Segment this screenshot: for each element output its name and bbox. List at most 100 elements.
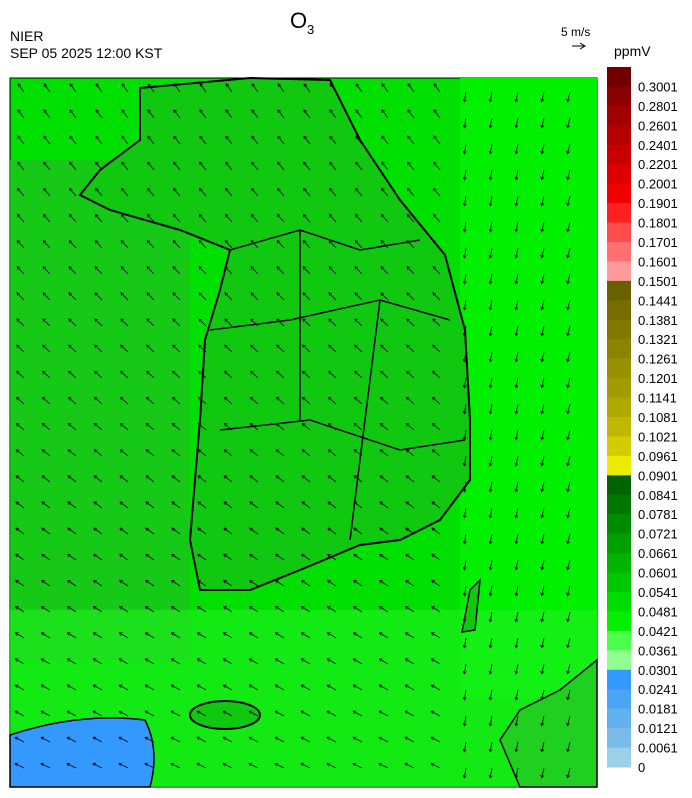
wind-arrow [170,763,181,769]
wind-arrow [379,580,389,587]
wind-arrow-head [514,410,519,415]
wind-arrow-head [462,644,467,649]
wind-arrow-head [14,710,19,715]
wind-arrow [121,83,129,93]
colorbar-block [607,747,631,768]
wind-arrow [541,299,545,310]
wind-arrow [42,318,51,327]
wind-arrow [300,737,311,743]
wind-arrow-head [301,423,306,427]
wind-arrow [275,475,285,483]
wind-arrow [225,83,233,93]
agency: NIER [10,28,43,44]
wind-arrow-head [68,292,72,296]
wind-arrow-head [68,213,73,218]
wind-arrow-head [67,553,71,558]
wind-arrow [567,637,571,648]
wind-arrow-head [353,580,357,584]
wind-arrow-head [303,83,308,87]
wind-arrow [301,501,311,509]
wind-arrow [223,449,233,457]
wind-arrow-head [66,658,71,662]
wind-arrow [406,397,415,405]
wind-arrow-head [251,109,255,114]
wind-arrow-head [381,161,385,166]
wind-arrow [489,221,493,232]
wind-arrow-head [430,762,435,767]
wind-arrow [352,763,363,769]
wind-arrow [41,658,51,665]
wind-arrow-head [274,684,279,688]
wind-arrow [380,240,389,249]
wind-arrow-head [406,266,411,270]
wind-arrow-head [197,449,202,453]
wind-arrow [67,710,77,717]
wind-arrow [353,632,363,639]
wind-arrow-head [42,344,46,349]
wind-arrow [329,161,337,171]
wind-arrow [404,737,415,743]
wind-arrow [67,449,77,457]
wind-arrow-head [196,736,201,741]
wind-arrow [541,663,545,674]
wind-arrow-head [250,370,254,375]
wind-arrow-head [300,736,305,741]
wind-arrow-head [67,580,71,584]
wind-arrow-head [118,762,123,767]
wind-arrow-head [170,658,175,662]
wind-arrow [431,658,441,665]
wind-arrow [302,344,311,353]
wind-arrow-head [275,527,279,532]
wind-arrow-head [462,202,467,207]
wind-arrow [489,351,493,362]
wind-arrow-head [173,83,178,87]
wind-arrow [223,684,233,691]
wind-arrow [224,266,233,275]
wind-arrow [276,266,285,275]
wind-arrow-head [224,370,228,375]
wind-arrow-head [488,384,493,389]
wind-arrow-head [173,161,177,166]
wind-arrow [567,455,571,466]
wind-arrow-head [300,710,305,715]
wind-arrow-head [196,762,201,767]
wind-arrow-head [327,475,332,479]
wind-arrow [95,135,103,145]
wind-arrow [353,684,363,691]
wind-arrow-head [326,736,331,741]
wind-arrow [171,606,181,613]
wind-arrow [16,370,25,379]
wind-arrow-head [196,710,201,715]
colorbar-label: 0.2201 [638,157,678,172]
wind-arrow-head [514,566,519,571]
wind-arrow [68,240,77,249]
wind-arrow-head [42,318,46,323]
wind-arrow [275,632,285,639]
wind-arrow-head [540,540,545,545]
wind-arrow [327,449,337,457]
wind-arrow-head [275,475,280,479]
wind-arrow [251,135,259,145]
wind-arrow [43,83,51,93]
wind-arrow [120,240,129,249]
wind-arrow [223,606,233,613]
wind-arrow [249,658,259,665]
wind-arrow-head [147,83,152,87]
wind-arrow-head [329,135,333,140]
wind-arrow [541,767,545,778]
wind-arrow-head [224,240,229,244]
wind-arrow [432,240,441,249]
wind-arrow [170,737,181,743]
wind-arrow [354,266,363,275]
wind-arrow-head [15,580,19,584]
wind-arrow [379,606,389,613]
wind-arrow-head [119,527,123,532]
wind-arrow [68,397,77,405]
wind-arrow [172,318,181,327]
wind-arrow-head [380,240,385,244]
wind-arrow [354,397,363,405]
wind-arrow-head [488,280,493,285]
wind-arrow [463,143,467,154]
wind-arrow-head [14,736,19,741]
wind-arrow [42,266,51,275]
